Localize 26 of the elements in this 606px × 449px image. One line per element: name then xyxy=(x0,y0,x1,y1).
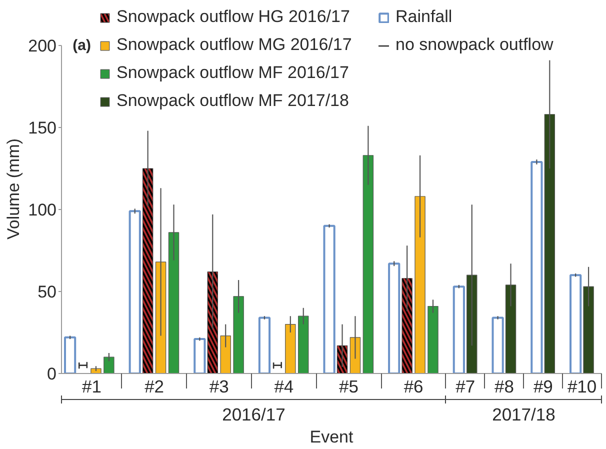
x-axis-title: Event xyxy=(310,428,354,446)
x-tick-label: #6 xyxy=(404,376,424,396)
y-tick-label: 0 xyxy=(47,364,57,384)
chart-title: (a) xyxy=(72,37,91,54)
x-tick-label: #9 xyxy=(533,376,553,396)
x-tick-label: #8 xyxy=(494,376,514,396)
y-tick-label: 100 xyxy=(28,200,57,220)
y-axis-title: Volume (mm) xyxy=(4,138,24,240)
x-tick-label: #4 xyxy=(274,376,294,396)
legend-label: Rainfall xyxy=(396,7,452,27)
x-tick-label: #1 xyxy=(82,376,102,396)
y-tick-label: 200 xyxy=(28,36,57,56)
x-tick-label: #5 xyxy=(339,376,358,396)
legend-label: no snowpack outflow xyxy=(396,35,554,55)
x-tick-label: #7 xyxy=(456,376,476,396)
x-tick-label: #10 xyxy=(567,376,597,396)
text: 2017/18 xyxy=(492,404,556,424)
legend-label: Snowpack outflow MF 2017/18 xyxy=(116,91,349,111)
legend-label: Snowpack outflow MF 2016/17 xyxy=(116,63,349,83)
text: 2016/17 xyxy=(222,404,286,424)
legend-label: Snowpack outflow MG 2016/17 xyxy=(116,35,352,55)
y-tick-label: 150 xyxy=(28,118,57,138)
legend-label: Snowpack outflow HG 2016/17 xyxy=(116,7,350,27)
x-tick-label: #2 xyxy=(144,376,164,396)
x-tick-label: #3 xyxy=(209,376,229,396)
y-tick-label: 50 xyxy=(38,282,57,302)
